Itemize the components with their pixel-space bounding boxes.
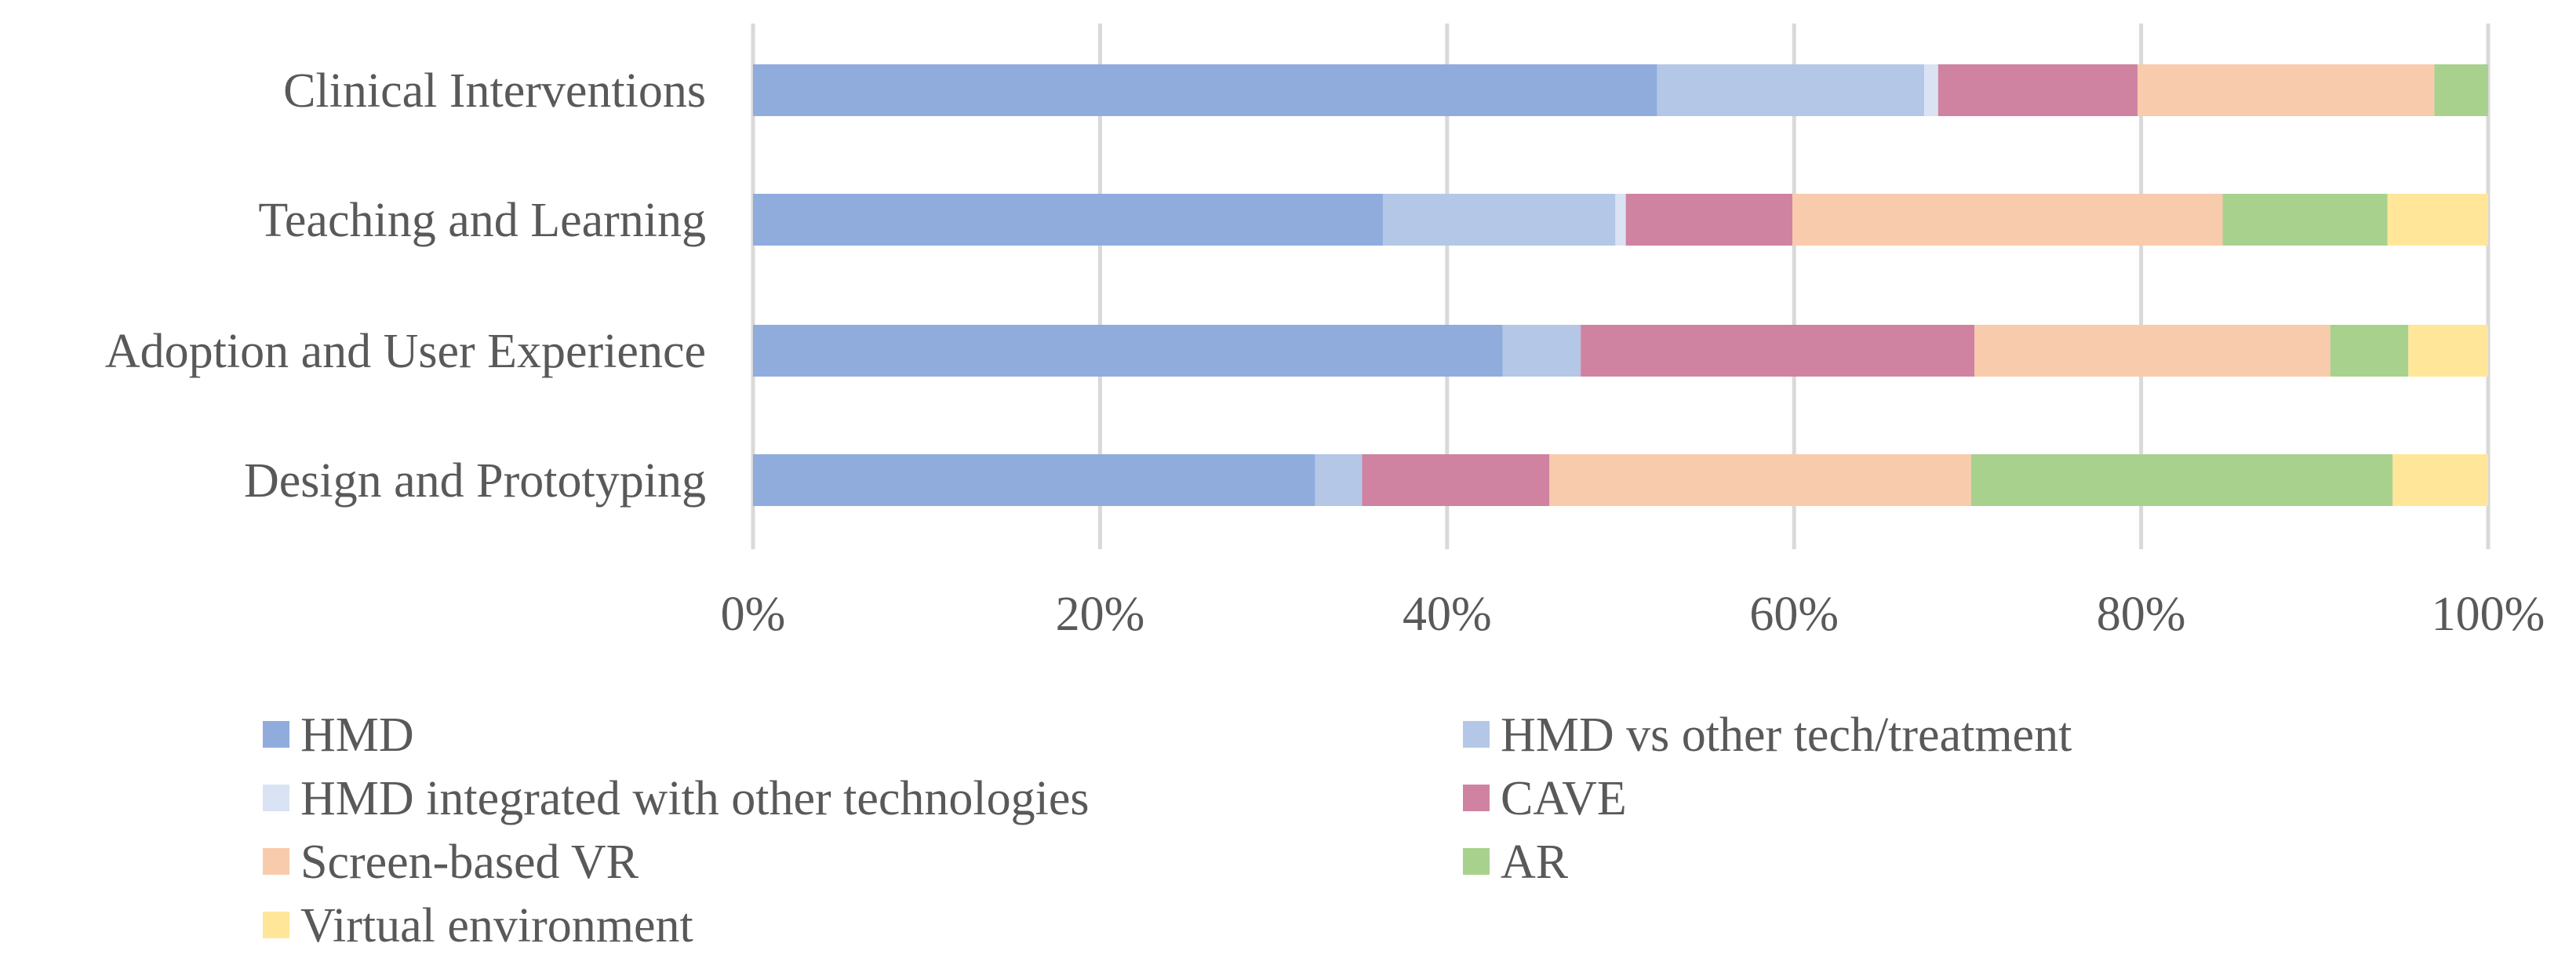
- bar-adoption-and-user-experience-virtual-environment: [2408, 325, 2488, 377]
- x-tick-label: 20%: [1056, 588, 1145, 641]
- legend-swatch: [1463, 785, 1490, 811]
- legend-swatch: [263, 721, 289, 748]
- legend-swatch: [1463, 848, 1490, 875]
- bar-design-and-prototyping-ar: [1970, 454, 2393, 506]
- legend-swatch: [263, 848, 289, 875]
- bar-teaching-and-learning-virtual-environment: [2387, 194, 2488, 246]
- legend: HMD HMD vs other tech/treatment HMD integr…: [263, 708, 2072, 952]
- bar-design-and-prototyping-hmd-vs-other-tech-treatment: [1315, 454, 1363, 506]
- category-label: Clinical Interventions: [283, 64, 706, 118]
- bar-teaching-and-learning-hmd-vs-other-tech-treatment: [1382, 194, 1616, 246]
- legend-label: HMD: [300, 708, 414, 762]
- legend-item: HMD: [263, 708, 414, 762]
- legend-label: CAVE: [1501, 772, 1627, 825]
- x-tick-label: 100%: [2432, 588, 2545, 641]
- legend-label: HMD integrated with other technologies: [300, 772, 1090, 825]
- x-tick-label: 80%: [2097, 588, 2186, 641]
- bar-clinical-interventions-ar: [2434, 64, 2488, 116]
- legend-item: Screen-based VR: [263, 836, 639, 889]
- bar-teaching-and-learning-screen-based-vr: [1792, 194, 2223, 246]
- bar-teaching-and-learning-hmd: [753, 194, 1383, 246]
- bar-clinical-interventions-hmd: [753, 64, 1657, 116]
- bar-adoption-and-user-experience-hmd: [753, 325, 1503, 377]
- legend-swatch: [263, 912, 289, 938]
- bar-adoption-and-user-experience-ar: [2330, 325, 2409, 377]
- legend-item: Virtual environment: [263, 899, 693, 952]
- legend-label: Virtual environment: [300, 899, 693, 952]
- bar-design-and-prototyping-cave: [1362, 454, 1550, 506]
- legend-swatch: [263, 785, 289, 811]
- legend-item: HMD vs other tech/treatment: [1463, 708, 2072, 762]
- bar-clinical-interventions-cave: [1937, 64, 2138, 116]
- x-tick-label: 0%: [721, 588, 786, 641]
- bar-clinical-interventions-hmd-integrated-with-other-technologies: [1924, 64, 1938, 116]
- legend-swatch: [1463, 721, 1490, 748]
- bar-adoption-and-user-experience-screen-based-vr: [1974, 325, 2330, 377]
- bar-clinical-interventions-screen-based-vr: [2138, 64, 2435, 116]
- bar-teaching-and-learning-hmd-integrated-with-other-technologies: [1615, 194, 1626, 246]
- category-labels: Clinical Interventions Teaching and Learn…: [105, 64, 706, 508]
- bar-adoption-and-user-experience-cave: [1581, 325, 1975, 377]
- bars: [753, 64, 2488, 506]
- legend-label: Screen-based VR: [300, 836, 639, 889]
- x-axis-tick-labels: 0% 20% 40% 60% 80% 100%: [721, 588, 2545, 641]
- bar-design-and-prototyping-screen-based-vr: [1549, 454, 1971, 506]
- bar-design-and-prototyping-virtual-environment: [2392, 454, 2488, 506]
- category-label: Teaching and Learning: [258, 194, 706, 247]
- legend-item: HMD integrated with other technologies: [263, 772, 1090, 825]
- legend-item: CAVE: [1463, 772, 1627, 825]
- x-tick-label: 40%: [1403, 588, 1492, 641]
- category-label: Design and Prototyping: [244, 454, 706, 508]
- bar-adoption-and-user-experience-hmd-vs-other-tech-treatment: [1502, 325, 1581, 377]
- legend-label: AR: [1501, 836, 1569, 889]
- legend-label: HMD vs other tech/treatment: [1501, 708, 2072, 762]
- bar-teaching-and-learning-ar: [2222, 194, 2388, 246]
- category-label: Adoption and User Experience: [105, 325, 706, 378]
- bar-clinical-interventions-hmd-vs-other-tech-treatment: [1657, 64, 1925, 116]
- bar-design-and-prototyping-hmd: [753, 454, 1315, 506]
- legend-item: AR: [1463, 836, 1569, 889]
- x-tick-label: 60%: [1749, 588, 1839, 641]
- bar-teaching-and-learning-cave: [1625, 194, 1792, 246]
